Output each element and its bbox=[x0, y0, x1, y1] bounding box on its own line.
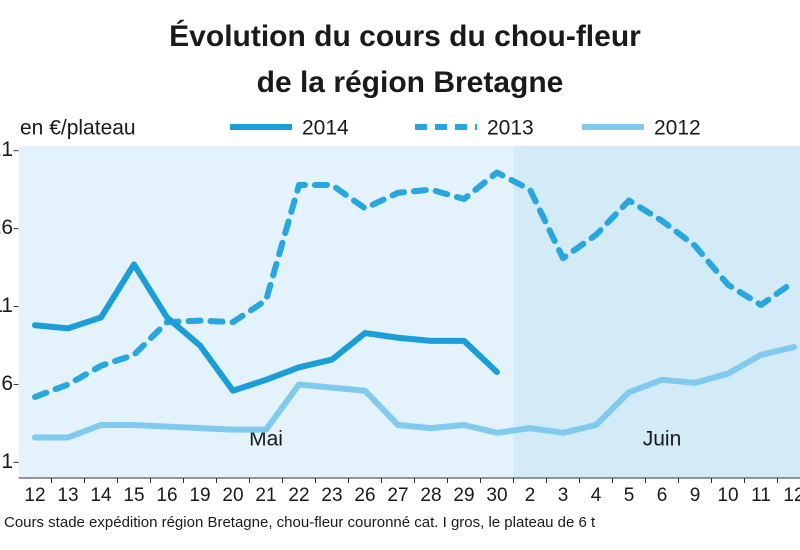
month-band bbox=[513, 146, 800, 478]
series-line bbox=[32, 344, 797, 441]
y-tick-label: 21 bbox=[0, 138, 13, 161]
x-tick-label: 23 bbox=[321, 485, 342, 506]
x-tick-label: 14 bbox=[90, 485, 112, 506]
legend-label: 2014 bbox=[302, 117, 349, 140]
y-axis-label: en €/plateau bbox=[20, 117, 136, 140]
x-tick-label: 19 bbox=[189, 485, 210, 506]
x-tick-label: 12 bbox=[783, 485, 800, 506]
x-tick-label: 12 bbox=[24, 485, 45, 506]
x-tick-label: 13 bbox=[57, 485, 78, 506]
x-tick-label: 20 bbox=[222, 485, 243, 506]
y-tick-label: 16 bbox=[0, 216, 13, 239]
x-tick-label: 3 bbox=[558, 485, 569, 506]
legend-label: 2013 bbox=[487, 117, 534, 140]
x-tick-label: 10 bbox=[717, 485, 738, 506]
x-tick-label: 30 bbox=[486, 485, 507, 506]
x-tick-label: 16 bbox=[156, 485, 177, 506]
series-line bbox=[32, 169, 797, 400]
x-tick-label: 15 bbox=[123, 485, 144, 506]
x-tick-label: 4 bbox=[591, 485, 602, 506]
chart-title: de la région Bretagne bbox=[257, 66, 564, 99]
y-tick-label: 6 bbox=[1, 372, 13, 395]
y-tick-label: 11 bbox=[0, 294, 13, 317]
x-tick-label: 26 bbox=[354, 485, 375, 506]
x-tick-label: 6 bbox=[657, 485, 668, 506]
x-tick-label: 9 bbox=[690, 485, 701, 506]
chart-title: Évolution du cours du chou-fleur bbox=[169, 19, 641, 53]
series-line bbox=[32, 261, 500, 394]
x-tick-label: 28 bbox=[420, 485, 441, 506]
x-tick-label: 29 bbox=[453, 485, 474, 506]
x-tick-label: 22 bbox=[288, 485, 309, 506]
month-label: Juin bbox=[643, 428, 682, 451]
legend-label: 2012 bbox=[654, 117, 701, 140]
note: Cours stade expédition région Bretagne, … bbox=[4, 514, 596, 531]
month-label: Mai bbox=[249, 428, 283, 451]
x-tick-label: 21 bbox=[255, 485, 276, 506]
x-tick-label: 5 bbox=[624, 485, 635, 506]
x-tick-label: 2 bbox=[525, 485, 536, 506]
x-tick-label: 27 bbox=[387, 485, 408, 506]
y-tick-label: 1 bbox=[1, 450, 13, 473]
x-tick-label: 11 bbox=[751, 485, 771, 506]
